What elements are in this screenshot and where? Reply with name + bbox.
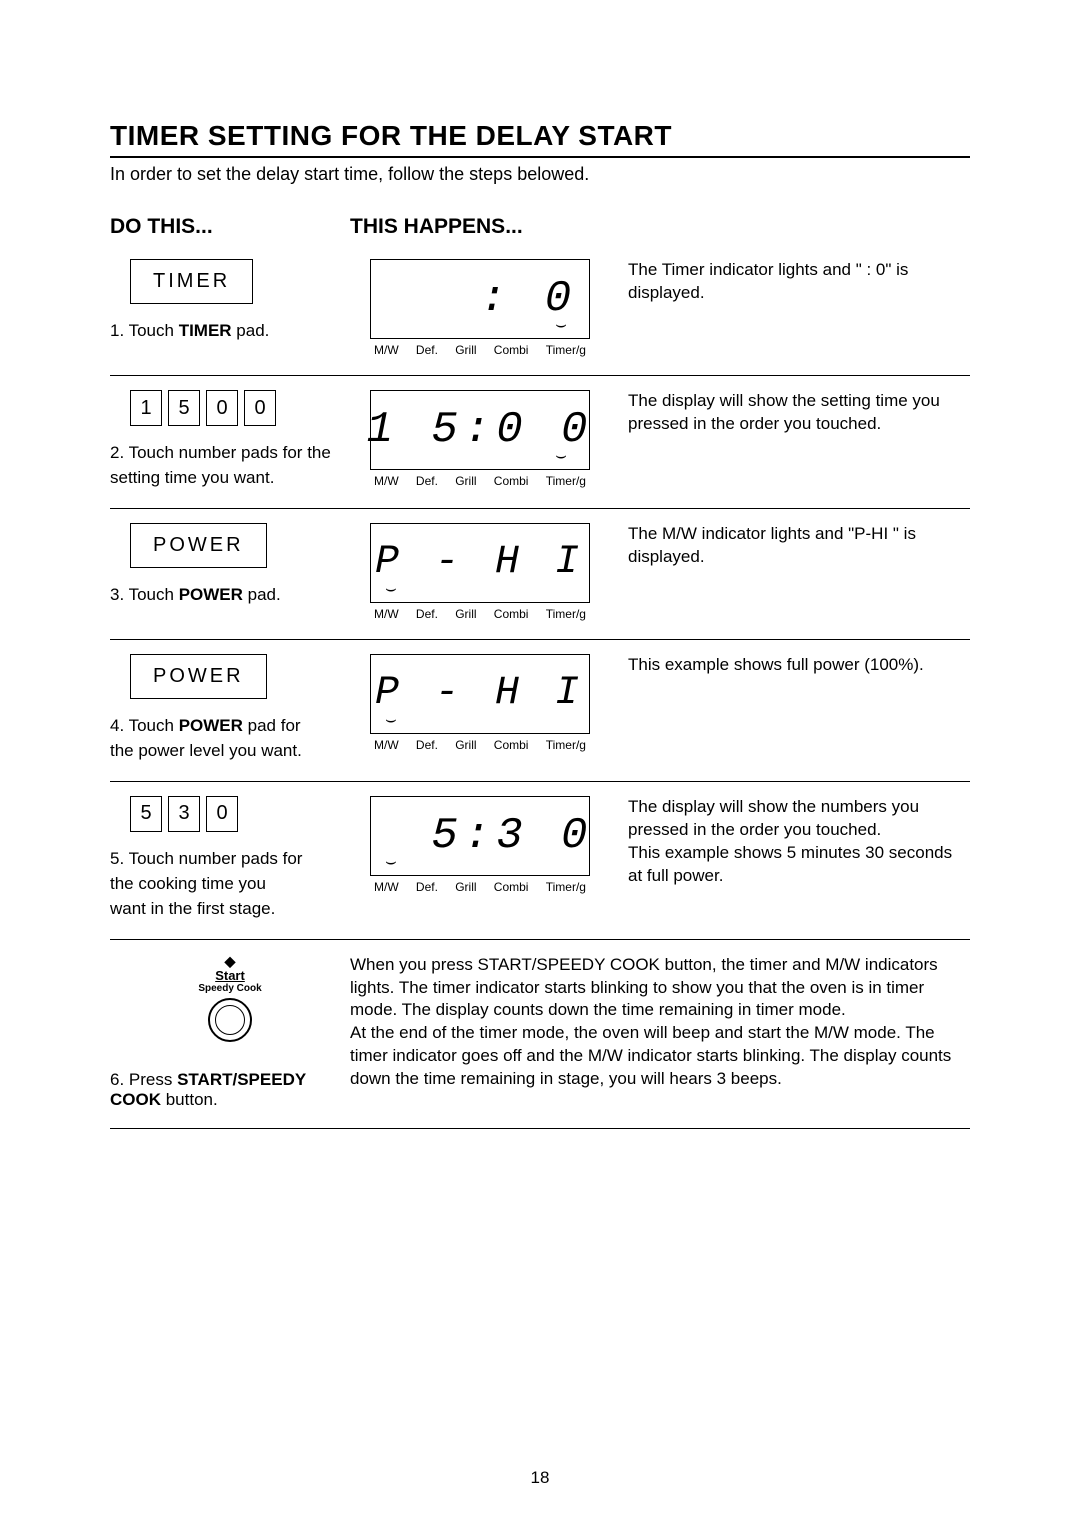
step2-caption-b: setting time you want. (110, 467, 350, 490)
keypad-step5: 5 3 0 (130, 796, 350, 832)
indicator-icon: ⌣ (555, 445, 567, 466)
label-combi: Combi (494, 343, 529, 357)
label-combi: Combi (494, 880, 529, 894)
step5-caption-a: 5. Touch number pads for (110, 849, 302, 868)
header-this-happens: THIS HAPPENS... (350, 215, 610, 239)
keypad-step2: 1 5 0 0 (130, 390, 350, 426)
display-step2: 1 5:0 0 ⌣ (370, 390, 590, 470)
step5-explain: The display will show the numbers you pr… (610, 796, 970, 888)
key[interactable]: 0 (244, 390, 276, 426)
step6-caption-b: START/SPEEDY (177, 1070, 306, 1089)
step1-explain: The Timer indicator lights and " : 0" is… (610, 259, 970, 305)
key[interactable]: 0 (206, 796, 238, 832)
label-combi: Combi (494, 738, 529, 752)
label-timer: Timer/g (546, 880, 586, 894)
label-timer: Timer/g (546, 738, 586, 752)
step4-caption-c: pad for (243, 716, 301, 735)
timer-pad[interactable]: TIMER (130, 259, 253, 304)
step4-explain: This example shows full power (100%). (610, 654, 970, 677)
step2-caption-a: 2. Touch number pads for the (110, 443, 331, 462)
page-number: 18 (0, 1468, 1080, 1488)
step5-caption-c: want in the first stage. (110, 898, 350, 921)
display-step5: 5:3 0 ⌣ (370, 796, 590, 876)
label-mw: M/W (374, 880, 399, 894)
step3-caption-b: POWER (179, 585, 243, 604)
intro-text: In order to set the delay start time, fo… (110, 164, 970, 185)
display-labels: M/W Def. Grill Combi Timer/g (370, 880, 590, 894)
label-combi: Combi (494, 607, 529, 621)
step6-caption-d: button. (161, 1090, 218, 1109)
label-grill: Grill (455, 607, 476, 621)
columns-header: DO THIS... THIS HAPPENS... (110, 215, 970, 239)
key[interactable]: 5 (168, 390, 200, 426)
key[interactable]: 5 (130, 796, 162, 832)
label-def: Def. (416, 474, 438, 488)
display-labels: M/W Def. Grill Combi Timer/g (370, 607, 590, 621)
label-mw: M/W (374, 343, 399, 357)
display-step1-text: : 0 (383, 274, 577, 324)
step3-caption-a: 3. Touch (110, 585, 179, 604)
display-step1: : 0 ⌣ (370, 259, 590, 339)
step-1: TIMER 1. Touch TIMER pad. : 0 ⌣ M/W Def.… (110, 245, 970, 376)
step-6: ◆ Start Speedy Cook 6. Press START/SPEED… (110, 940, 970, 1129)
display-step3-text: P - H I (375, 540, 585, 585)
step3-caption-c: pad. (243, 585, 281, 604)
step4-caption-d: the power level you want. (110, 740, 350, 763)
display-labels: M/W Def. Grill Combi Timer/g (370, 738, 590, 752)
step-3: POWER 3. Touch POWER pad. P - H I ⌣ M/W … (110, 509, 970, 640)
section-title: TIMER SETTING FOR THE DELAY START (110, 120, 970, 158)
step2-explain: The display will show the setting time y… (610, 390, 970, 436)
key[interactable]: 0 (206, 390, 238, 426)
step6-caption-c: COOK (110, 1090, 161, 1109)
label-timer: Timer/g (546, 607, 586, 621)
step6-para2: At the end of the timer mode, the oven w… (350, 1022, 970, 1091)
label-mw: M/W (374, 607, 399, 621)
display-labels: M/W Def. Grill Combi Timer/g (370, 474, 590, 488)
label-grill: Grill (455, 880, 476, 894)
label-mw: M/W (374, 738, 399, 752)
step-5: 5 3 0 5. Touch number pads for the cooki… (110, 782, 970, 940)
step1-caption-c: pad. (232, 321, 270, 340)
step-2: 1 5 0 0 2. Touch number pads for the set… (110, 376, 970, 509)
display-step3: P - H I ⌣ (370, 523, 590, 603)
indicator-icon: ⌣ (555, 314, 567, 335)
indicator-icon: ⌣ (385, 851, 397, 872)
key[interactable]: 3 (168, 796, 200, 832)
step1-caption-a: 1. Touch (110, 321, 179, 340)
label-def: Def. (416, 343, 438, 357)
diamond-icon: ◆ (225, 954, 236, 968)
key[interactable]: 1 (130, 390, 162, 426)
power-pad[interactable]: POWER (130, 523, 267, 568)
step1-caption-b: TIMER (179, 321, 232, 340)
label-timer: Timer/g (546, 474, 586, 488)
display-step4: P - H I ⌣ (370, 654, 590, 734)
step4-caption-a: 4. Touch (110, 716, 179, 735)
label-def: Def. (416, 738, 438, 752)
header-do-this: DO THIS... (110, 215, 350, 239)
display-step4-text: P - H I (375, 671, 585, 716)
label-grill: Grill (455, 738, 476, 752)
display-labels: M/W Def. Grill Combi Timer/g (370, 343, 590, 357)
label-grill: Grill (455, 474, 476, 488)
label-grill: Grill (455, 343, 476, 357)
indicator-icon: ⌣ (385, 578, 397, 599)
step6-para1: When you press START/SPEEDY COOK button,… (350, 954, 970, 1023)
label-combi: Combi (494, 474, 529, 488)
step3-explain: The M/W indicator lights and "P-HI " is … (610, 523, 970, 569)
start-sublabel: Speedy Cook (198, 983, 261, 994)
start-speedy-cook-button[interactable] (208, 998, 252, 1042)
indicator-icon: ⌣ (385, 709, 397, 730)
label-mw: M/W (374, 474, 399, 488)
start-label: Start (215, 969, 245, 983)
label-def: Def. (416, 607, 438, 621)
label-timer: Timer/g (546, 343, 586, 357)
power-pad[interactable]: POWER (130, 654, 267, 699)
step4-caption-b: POWER (179, 716, 243, 735)
step6-caption-a: 6. Press (110, 1070, 177, 1089)
step-4: POWER 4. Touch POWER pad for the power l… (110, 640, 970, 782)
label-def: Def. (416, 880, 438, 894)
display-step5-text: 5:3 0 (367, 811, 594, 861)
step5-caption-b: the cooking time you (110, 873, 350, 896)
